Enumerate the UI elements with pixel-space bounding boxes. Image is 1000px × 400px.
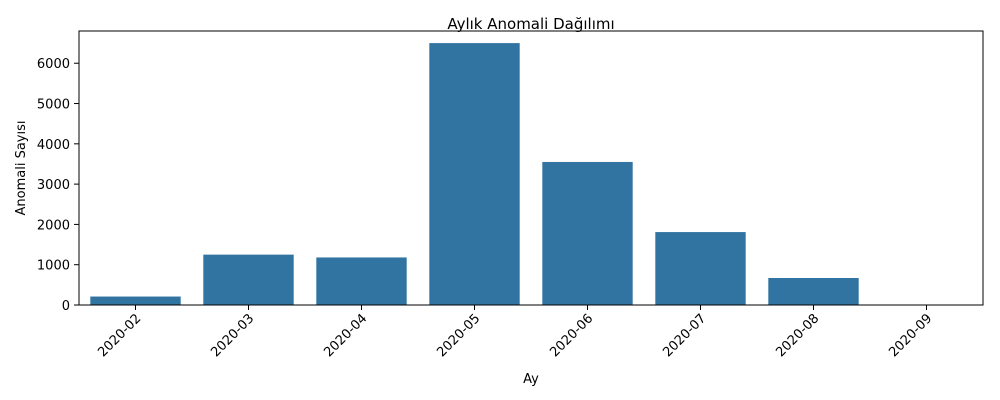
x-tick-label: 2020-04 bbox=[321, 311, 370, 360]
y-tick-label: 6000 bbox=[37, 57, 70, 72]
x-tick-label: 2020-02 bbox=[95, 311, 144, 360]
x-tick-label: 2020-05 bbox=[434, 311, 483, 360]
bar-2020-05 bbox=[429, 43, 520, 306]
chart-title: Aylık Anomali Dağılımı bbox=[447, 15, 614, 33]
bar-2020-04 bbox=[316, 257, 407, 305]
y-axis: 0 1000 2000 3000 4000 5000 6000 bbox=[37, 57, 79, 314]
y-tick-label: 2000 bbox=[37, 218, 70, 233]
bars-group bbox=[90, 43, 972, 306]
x-tick-label: 2020-08 bbox=[773, 311, 822, 360]
x-tick-label: 2020-03 bbox=[208, 311, 257, 360]
bar-2020-03 bbox=[203, 254, 294, 305]
x-tick-label: 2020-07 bbox=[660, 311, 709, 360]
y-tick-label: 5000 bbox=[37, 98, 70, 113]
bar-2020-06 bbox=[542, 161, 633, 305]
bar-2020-07 bbox=[655, 232, 746, 305]
y-tick-label: 3000 bbox=[37, 178, 70, 193]
y-tick-label: 1000 bbox=[37, 259, 70, 274]
x-tick-label: 2020-06 bbox=[547, 311, 596, 360]
x-axis-title: Ay bbox=[523, 372, 539, 387]
y-tick-label: 0 bbox=[62, 299, 70, 314]
y-axis-title: Anomali Sayısı bbox=[14, 121, 29, 216]
y-tick-label: 4000 bbox=[37, 138, 70, 153]
x-tick-label: 2020-09 bbox=[886, 311, 935, 360]
plot-frame bbox=[78, 30, 984, 306]
x-axis: 2020-02 2020-03 2020-04 2020-05 2020-06 2020-… bbox=[95, 305, 935, 360]
bar-2020-08 bbox=[768, 278, 859, 305]
bar-2020-02 bbox=[90, 296, 181, 305]
